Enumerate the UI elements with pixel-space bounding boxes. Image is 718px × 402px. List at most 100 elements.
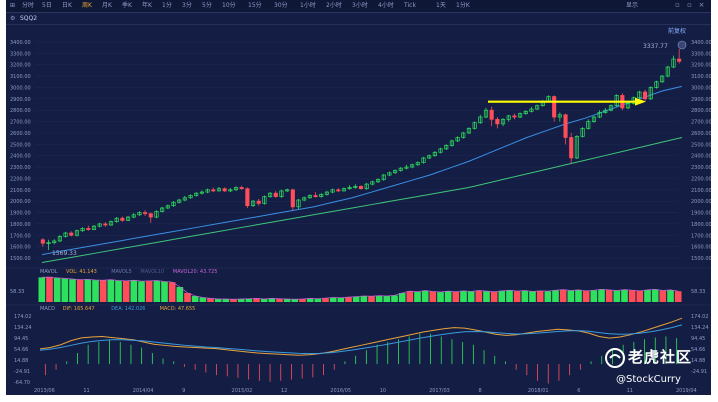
macd-tick-right: 134.24 [691, 325, 709, 331]
close-icon[interactable]: × [698, 1, 705, 9]
volume-bar [421, 290, 429, 302]
symbol-ticker[interactable]: SQQ2 [20, 15, 38, 22]
candle [677, 49, 682, 64]
volume-bar [184, 293, 191, 302]
candle [319, 193, 324, 198]
period-tab-8[interactable]: 3分 [182, 2, 192, 9]
period-tab-18[interactable]: 1天 [436, 2, 446, 9]
volume-bar [92, 280, 99, 302]
candle [80, 227, 85, 232]
period-tab-0[interactable]: 分时 [22, 2, 35, 9]
volume-bar [398, 293, 406, 302]
candle-body [586, 121, 591, 129]
price-tick-left: 1600.00 [10, 245, 31, 251]
candle [126, 215, 131, 222]
macd-tick-left: 54.66 [14, 347, 28, 353]
candle [387, 171, 392, 177]
volume-bar [452, 291, 460, 302]
candle-body [143, 212, 148, 215]
volume-bar [460, 290, 467, 302]
candle-body [665, 66, 670, 77]
settings-gear-icon[interactable]: ⚙ [10, 15, 16, 22]
volume-bar [444, 291, 452, 302]
candle [591, 115, 596, 123]
symbol-bar: ⚙ SQQ2 [6, 13, 711, 25]
period-tab-15[interactable]: 3小时 [352, 2, 368, 9]
candle [404, 164, 409, 170]
candle-body [279, 190, 284, 197]
candle-body [660, 75, 665, 83]
price-tick-right: 2500.00 [691, 142, 711, 148]
price-tick-right: 2600.00 [691, 131, 711, 137]
price-tick-left: 1800.00 [10, 222, 31, 228]
layout-icon[interactable]: ⊞ [10, 2, 16, 9]
candle [114, 217, 119, 223]
period-tab-7[interactable]: 1分 [162, 2, 172, 9]
candle [461, 131, 466, 139]
period-tab-17[interactable]: Tick [404, 2, 416, 9]
maximize-icon[interactable]: ▫ [687, 1, 692, 9]
period-tab-12[interactable]: 30分 [274, 2, 288, 9]
volume-bar [161, 281, 168, 302]
price-tick-left: 3300.00 [10, 51, 31, 57]
period-tab-2[interactable]: 日K [62, 2, 72, 9]
candle-body [199, 191, 204, 194]
volume-bar [559, 289, 567, 302]
period-tab-14[interactable]: 2小时 [326, 2, 342, 9]
candle-body [228, 189, 233, 192]
volume-bar [536, 290, 544, 302]
macd-tick-left: -64.70 [14, 380, 30, 386]
candle [324, 190, 329, 196]
candle-body [74, 230, 79, 236]
display-menu[interactable]: 显示 [626, 2, 639, 9]
candle-body [222, 188, 227, 192]
period-tab-16[interactable]: 4小时 [378, 2, 394, 9]
period-tab-4[interactable]: 月K [102, 2, 112, 9]
minimize-icon[interactable]: ▫ [675, 1, 680, 9]
candle-body [574, 136, 579, 159]
candle [665, 65, 670, 78]
grid-lines [36, 41, 678, 259]
period-tab-10[interactable]: 10分 [222, 2, 236, 9]
volume-bar [467, 291, 475, 302]
period-tab-13[interactable]: 1小时 [300, 2, 316, 9]
candle [506, 114, 511, 122]
period-tab-3[interactable]: 周K [82, 2, 92, 9]
price-tick-left: 2100.00 [10, 188, 31, 194]
period-tab-6[interactable]: 年K [142, 2, 152, 9]
candle [478, 114, 483, 124]
period-tab-5[interactable]: 季K [122, 2, 132, 9]
chart-canvas[interactable]: 3400.00 3400.00 3300.00 3300.00 3200.00 3200.… [6, 0, 711, 395]
candle [518, 112, 523, 119]
candle [256, 198, 261, 206]
candle [444, 144, 449, 150]
period-tab-11[interactable]: 15分 [248, 2, 262, 9]
volume-bar [53, 278, 61, 302]
volume-bar [598, 289, 605, 302]
period-tab-9[interactable]: 5分 [202, 2, 212, 9]
adjust-mode-label[interactable]: 前复权 [668, 28, 687, 35]
mavol20-line [41, 276, 679, 300]
price-tick-right: 2300.00 [691, 165, 711, 171]
candle [427, 154, 432, 160]
macd-dea-line [39, 324, 683, 355]
volume-bar [230, 299, 237, 302]
price-tick-left: 3000.00 [10, 85, 31, 91]
period-tab-1[interactable]: 5日 [42, 2, 52, 9]
candle-body [239, 187, 244, 190]
volume-bar [276, 298, 283, 302]
candle [580, 127, 585, 138]
candle [239, 185, 244, 190]
volume-bar [322, 298, 329, 302]
candle-body [307, 195, 312, 199]
candle [69, 231, 74, 237]
candle [608, 104, 614, 112]
candle [614, 94, 619, 107]
candle-body [46, 242, 51, 245]
volume-bar [61, 278, 69, 302]
volume-bar [659, 290, 667, 302]
period-tab-19[interactable]: 1分K [456, 2, 470, 9]
candle [46, 239, 51, 251]
price-tick-left: 1500.00 [10, 256, 31, 262]
candle [233, 186, 239, 191]
